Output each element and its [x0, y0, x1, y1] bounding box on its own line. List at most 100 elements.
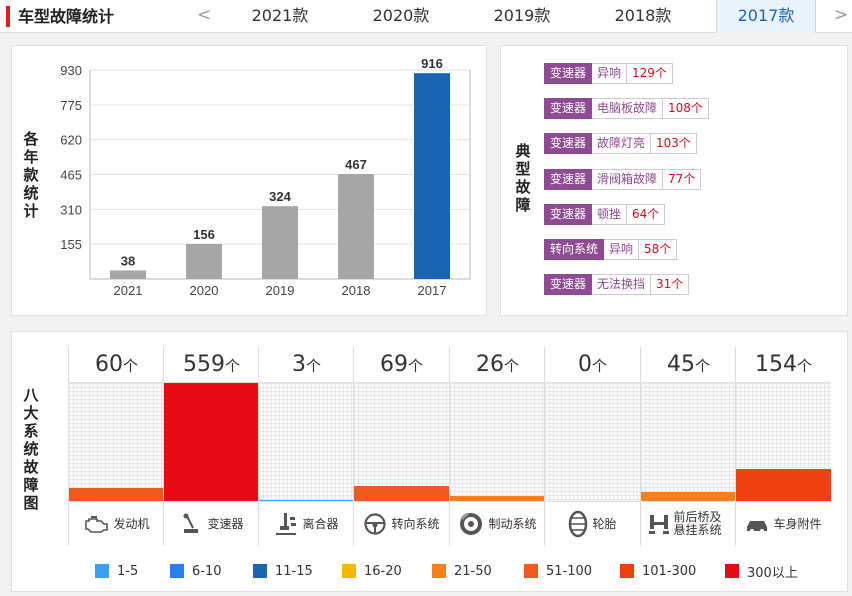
next-arrow-icon[interactable]: > [834, 5, 849, 25]
fault-count: 31个 [651, 274, 690, 295]
fault-item[interactable]: 变速器 无法换挡 31个 [544, 274, 690, 295]
legend-label: 21-50 [454, 563, 492, 579]
year-stats-side-label: 各 年 款 统 计 [22, 130, 40, 220]
system-label: 转向系统 [354, 501, 449, 546]
system-bar [641, 491, 736, 501]
fault-count: 108个 [663, 98, 709, 119]
legend-swatch [620, 564, 634, 578]
fault-count: 103个 [651, 133, 697, 154]
count-unit: 个 [694, 357, 710, 375]
side-char: 故 [515, 178, 531, 196]
fault-count: 58个 [639, 239, 678, 260]
legend-swatch [725, 564, 739, 578]
side-char: 系 [23, 422, 39, 440]
side-char: 型 [515, 160, 531, 178]
fault-name: 无法换挡 [592, 274, 652, 295]
fault-category: 变速器 [544, 204, 593, 225]
system-suspension[interactable]: 45个 前后桥及悬挂系统 [640, 347, 736, 546]
count-value: 559 [182, 352, 225, 377]
system-label: 前后桥及悬挂系统 [641, 501, 736, 546]
system-count: 154个 [736, 347, 831, 383]
count-unit: 个 [591, 357, 607, 375]
bar-2017 [414, 73, 450, 279]
system-transmission[interactable]: 559个 变速器 [163, 347, 259, 546]
y-tick-label: 775 [60, 98, 82, 113]
legend-item: 21-50 [432, 562, 492, 580]
fault-name: 故障灯亮 [592, 133, 652, 154]
count-value: 26 [475, 352, 504, 377]
system-label-text: 变速器 [207, 516, 244, 531]
system-tire[interactable]: 0个 轮胎 [544, 347, 640, 546]
count-value: 60 [94, 352, 123, 377]
fault-name: 异响 [592, 63, 628, 84]
legend-label: 6-10 [192, 563, 222, 579]
fault-name: 电脑板故障 [592, 98, 664, 119]
system-label: 发动机 [69, 501, 164, 546]
fault-category: 变速器 [544, 169, 593, 190]
system-count: 45个 [641, 347, 736, 383]
x-tick-label-2019: 2019 [266, 283, 295, 298]
system-steering[interactable]: 69个 转向系统 [353, 347, 449, 546]
legend-label: 11-15 [275, 563, 313, 579]
system-count: 0个 [545, 347, 640, 383]
fault-item[interactable]: 变速器 顿挫 64个 [544, 204, 666, 225]
bar-2019 [262, 206, 298, 279]
tab-2020[interactable]: 2020款 [372, 6, 430, 25]
system-label: 轮胎 [545, 501, 640, 546]
y-tick-label: 620 [60, 133, 82, 148]
fault-item[interactable]: 变速器 异响 129个 [544, 63, 673, 84]
system-bar [69, 488, 164, 501]
system-engine[interactable]: 60个 发动机 [68, 347, 164, 546]
brake-disc-icon [460, 512, 483, 535]
bar-area [164, 383, 259, 501]
typical-faults-side-label: 典 型 故 障 [514, 142, 532, 214]
y-tick-label: 310 [60, 202, 82, 217]
fault-count: 64个 [627, 204, 666, 225]
fault-count: 77个 [663, 169, 702, 190]
fault-name: 异响 [604, 239, 640, 260]
legend-swatch [95, 564, 109, 578]
legend-label: 1-5 [117, 563, 139, 579]
system-bar [450, 495, 545, 501]
count-value: 3 [291, 352, 306, 377]
system-count: 60个 [69, 347, 164, 383]
value-label-2021: 38 [121, 253, 135, 268]
tab-2021[interactable]: 2021款 [251, 6, 309, 25]
count-unit: 个 [796, 357, 812, 375]
tab-2017[interactable]: 2017款 [716, 0, 816, 33]
year-bar-chart: 155 310 465 620 775 930 38 2021 156 2020 324 2019 4… [60, 56, 471, 298]
system-body[interactable]: 154个 车身附件 [735, 347, 831, 546]
count-unit: 个 [407, 357, 423, 375]
bar-area [450, 383, 545, 501]
tab-2019[interactable]: 2019款 [493, 6, 551, 25]
count-unit: 个 [224, 357, 240, 375]
legend-swatch [524, 564, 538, 578]
system-clutch[interactable]: 3个 离合器 [258, 347, 354, 546]
bar-2018 [338, 174, 374, 279]
legend-item: 11-15 [253, 562, 313, 580]
value-label-2019: 324 [269, 189, 291, 204]
chart-bars: 38 2021 156 2020 324 2019 467 2018 916 2017 [110, 56, 450, 298]
y-tick-label: 155 [60, 237, 82, 252]
bar-area [354, 383, 449, 501]
system-count: 3个 [259, 347, 354, 383]
fault-item[interactable]: 变速器 电脑板故障 108个 [544, 98, 709, 119]
steering-wheel-icon [364, 513, 387, 535]
prev-arrow-icon[interactable]: < [197, 5, 212, 25]
fault-item[interactable]: 转向系统 异响 58个 [544, 239, 678, 260]
fault-item[interactable]: 变速器 故障灯亮 103个 [544, 133, 697, 154]
system-label-text: 前后桥及悬挂系统 [673, 510, 722, 537]
legend-label: 16-20 [364, 563, 402, 579]
legend-label: 51-100 [546, 563, 593, 579]
bar-area [545, 383, 640, 501]
side-char: 障 [515, 196, 531, 214]
count-value: 45 [666, 352, 695, 377]
bar-2020 [186, 243, 222, 279]
eight-systems-side-label: 八 大 系 统 故 障 图 [22, 386, 40, 512]
side-char: 障 [23, 476, 39, 494]
system-brake[interactable]: 26个 制动系统 [449, 347, 545, 546]
tab-2018[interactable]: 2018款 [614, 6, 672, 25]
x-tick-label-2021: 2021 [114, 283, 143, 298]
fault-item[interactable]: 变速器 滑阀箱故障 77个 [544, 169, 702, 190]
fault-category: 变速器 [544, 98, 593, 119]
